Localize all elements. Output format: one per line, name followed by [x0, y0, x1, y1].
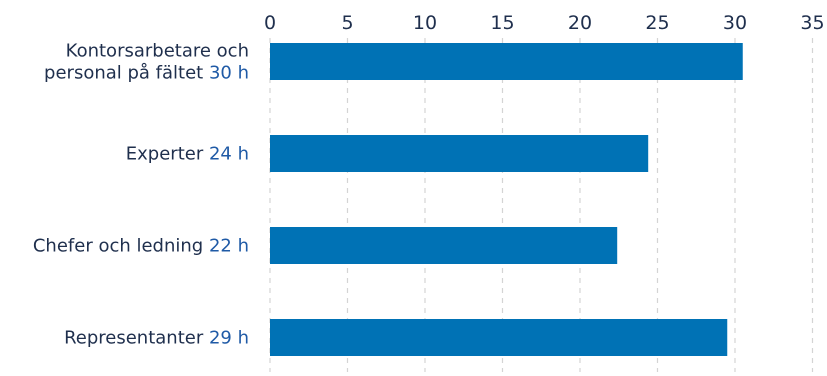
x-tick-label-10: 10	[413, 12, 437, 34]
x-tick-label-35: 35	[800, 12, 824, 34]
category-label-0-line-0: Kontorsarbetare och	[66, 41, 249, 62]
category-label-1-line-0: Experter 24 h	[126, 144, 249, 165]
bar-3	[270, 319, 728, 356]
x-tick-label-30: 30	[723, 12, 747, 34]
x-tick-label-0: 0	[264, 12, 276, 34]
category-label-3-line-0: Representanter 29 h	[64, 328, 249, 349]
bar-1	[270, 135, 649, 172]
x-tick-label-15: 15	[490, 12, 514, 34]
x-tick-label-5: 5	[341, 12, 353, 34]
x-axis-ticks: 0 5 10 15 20 25 30 35	[264, 12, 825, 34]
category-label-0-line-1: personal på fältet 30 h	[44, 63, 249, 84]
category-label-2-line-0: Chefer och ledning 22 h	[33, 236, 249, 257]
x-tick-label-25: 25	[645, 12, 669, 34]
x-tick-label-20: 20	[568, 12, 592, 34]
bar-2	[270, 227, 618, 264]
bars	[270, 43, 743, 356]
bar-0	[270, 43, 743, 80]
